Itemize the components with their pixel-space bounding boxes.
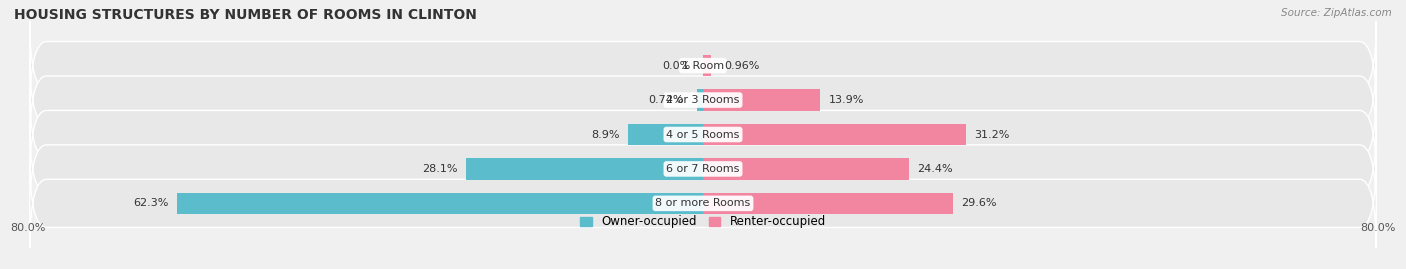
Bar [703,55,711,76]
Text: 8.9%: 8.9% [591,129,620,140]
Bar [703,89,820,111]
Text: 29.6%: 29.6% [962,198,997,208]
Legend: Owner-occupied, Renter-occupied: Owner-occupied, Renter-occupied [579,215,827,228]
Bar [465,158,703,180]
Text: 2 or 3 Rooms: 2 or 3 Rooms [666,95,740,105]
Bar [703,124,966,145]
Text: HOUSING STRUCTURES BY NUMBER OF ROOMS IN CLINTON: HOUSING STRUCTURES BY NUMBER OF ROOMS IN… [14,8,477,22]
Bar [703,158,908,180]
Bar [703,193,953,214]
Bar [177,193,703,214]
Text: 0.0%: 0.0% [662,61,690,71]
Text: 62.3%: 62.3% [134,198,169,208]
Text: 0.96%: 0.96% [724,61,759,71]
Text: 13.9%: 13.9% [828,95,865,105]
FancyBboxPatch shape [30,21,1376,110]
Text: 1 Room: 1 Room [682,61,724,71]
Text: 0.74%: 0.74% [648,95,685,105]
FancyBboxPatch shape [30,159,1376,248]
Text: 4 or 5 Rooms: 4 or 5 Rooms [666,129,740,140]
Text: 8 or more Rooms: 8 or more Rooms [655,198,751,208]
Bar [628,124,703,145]
Text: 24.4%: 24.4% [917,164,953,174]
FancyBboxPatch shape [30,124,1376,214]
Bar [697,89,703,111]
FancyBboxPatch shape [30,90,1376,179]
Text: 28.1%: 28.1% [422,164,457,174]
FancyBboxPatch shape [30,55,1376,145]
Text: 31.2%: 31.2% [974,129,1010,140]
Text: 6 or 7 Rooms: 6 or 7 Rooms [666,164,740,174]
Text: Source: ZipAtlas.com: Source: ZipAtlas.com [1281,8,1392,18]
